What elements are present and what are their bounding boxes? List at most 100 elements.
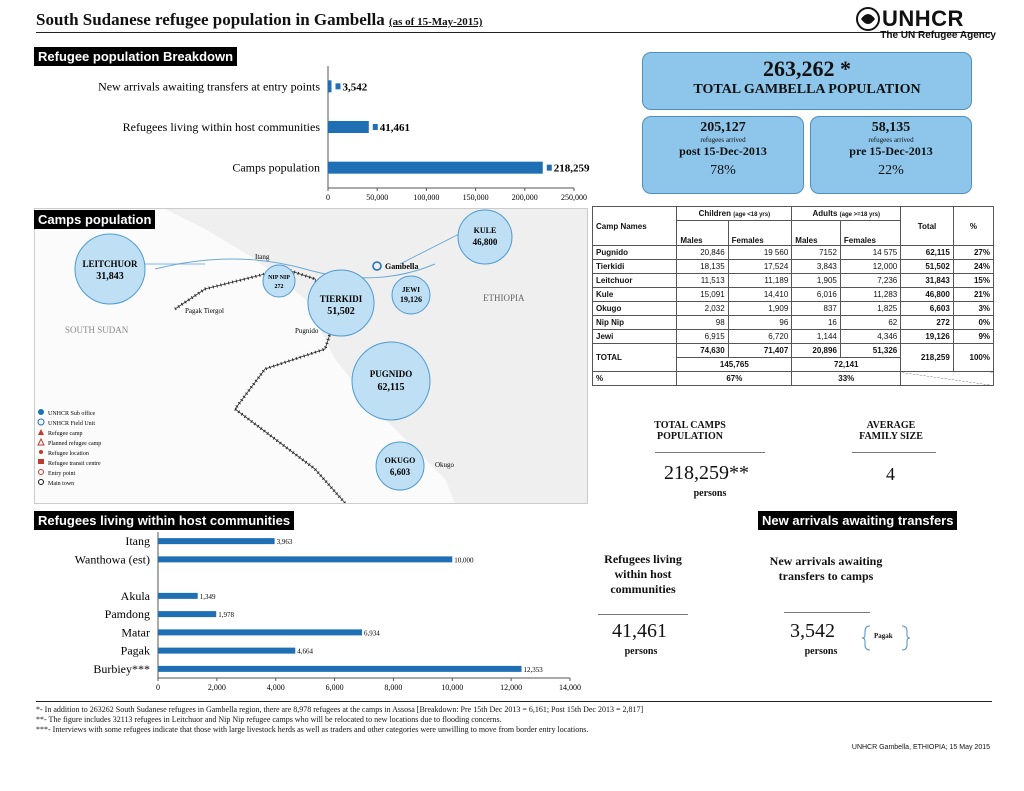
x-tick-label: 2,000 <box>208 683 226 692</box>
camp-value-cell: 17,524 <box>727 259 793 274</box>
bubble-tierkidi-name: TIERKIDI <box>320 294 363 304</box>
post-small: refugees arrived <box>700 136 746 144</box>
total-child-female: 71,407 <box>727 343 793 358</box>
camp-value-cell: 51,502 <box>900 259 954 274</box>
camps-map: ETHIOPIA SOUTH SUDAN Gambella Pagak Tier… <box>34 208 588 504</box>
camps-total-rule <box>655 452 765 453</box>
camp-name-cell: Okugo <box>591 301 678 316</box>
camps-total-value: 218,259** <box>664 462 749 484</box>
camp-value-cell: 31,843 <box>900 273 954 288</box>
footnote-3: ***- Interviews with some refugees indic… <box>36 725 589 734</box>
table-row: Jewi 6,915 6,720 1,144 4,346 19,126 9% <box>591 329 995 344</box>
category-label: Pamdong <box>105 607 150 621</box>
x-tick-label: 6,000 <box>326 683 344 692</box>
credit-line: UNHCR Gambella, ETHIOPIA; 15 May 2015 <box>851 744 990 751</box>
unhcr-logo: UNHCR The UN Refugee Agency <box>852 6 1002 42</box>
camp-name-cell: Leitchuor <box>591 273 678 288</box>
camp-value-cell: 9% <box>952 329 995 344</box>
legend-item: Planned refugee camp <box>48 440 101 447</box>
camp-value-cell: 3,843 <box>791 259 841 274</box>
data-label: 4,664 <box>297 648 313 656</box>
data-label: 6,934 <box>364 629 380 637</box>
legend-camp-icon <box>38 429 44 435</box>
legend-planned-camp-icon <box>37 437 45 446</box>
camp-value-cell: 6,720 <box>727 329 793 344</box>
pre-label: pre 15-Dec-2013 <box>849 144 933 158</box>
bubble-nipnip <box>262 264 296 298</box>
bar <box>328 121 369 133</box>
category-label: Pagak <box>121 644 150 658</box>
camps-total-label: TOTAL CAMPS POPULATION <box>654 420 726 442</box>
category-label: Burbiey*** <box>93 662 150 676</box>
map-label-ethiopia: ETHIOPIA <box>483 293 525 303</box>
family-size-label: AVERAGE FAMILY SIZE <box>859 420 923 442</box>
x-tick-label: 50,000 <box>366 193 388 202</box>
map-label-gambella: Gambella <box>385 262 418 271</box>
bubble-leitchuor <box>74 233 146 305</box>
x-tick-label: 14,000 <box>559 683 581 692</box>
camp-value-cell: 15% <box>952 273 995 288</box>
new-stat-label: New arrivals awaiting transfers to camps <box>769 554 883 583</box>
new-stat-unit: persons <box>804 646 838 657</box>
map-label-itang: Itang <box>255 253 270 261</box>
camp-value-cell: 7152 <box>791 245 841 260</box>
bar <box>158 538 275 545</box>
camp-value-cell: 3% <box>952 301 995 316</box>
map-canvas: ETHIOPIA SOUTH SUDAN Gambella Pagak Tier… <box>35 209 587 503</box>
table-row: Tierkidi 18,135 17,524 3,843 12,000 51,502 24% <box>591 259 995 274</box>
children-pct: 67% <box>676 371 793 386</box>
total-pct: 100% <box>952 343 995 372</box>
title-rule <box>36 32 992 33</box>
category-label: New arrivals awaiting transfers at entry… <box>98 79 320 93</box>
bubble-pugnido-name: PUGNIDO <box>370 369 413 379</box>
table-row: Okugo 2,032 1,909 837 1,825 6,603 3% <box>591 301 995 316</box>
camp-name-cell: Jewi <box>591 329 678 344</box>
legend-entry-point-icon <box>38 469 44 475</box>
data-label: 3,542 <box>342 81 367 93</box>
footnote-2: **- The figure includes 32113 refugees i… <box>36 715 502 724</box>
camp-value-cell: 96 <box>727 315 793 330</box>
camps-total-unit: persons <box>693 488 727 499</box>
legend-item: Main town <box>48 481 74 487</box>
th-children: Children (age <18 yrs) <box>676 206 793 221</box>
bubble-okugo <box>375 441 425 491</box>
bubble-kule <box>457 209 513 265</box>
map-legend: UNHCR Sub office UNHCR Field Unit Refuge… <box>37 409 101 487</box>
camp-value-cell: 6,915 <box>676 329 729 344</box>
adults-pct: 33% <box>791 371 902 386</box>
map-label-south-sudan: SOUTH SUDAN <box>65 325 129 335</box>
pagak-label: Pagak <box>874 632 893 640</box>
category-label: Matar <box>121 625 150 639</box>
data-label: 1,978 <box>218 611 234 619</box>
total-sum: 218,259 <box>900 343 954 372</box>
bubble-tierkidi-value: 51,502 <box>327 306 355 317</box>
footnote-1: *- In addition to 263262 South Sudanese … <box>36 705 644 714</box>
legend-item: Refugee camp <box>48 430 82 437</box>
x-tick-label: 4,000 <box>267 683 285 692</box>
river-baro <box>154 258 436 279</box>
breakdown-chart: 0 50,000 100,000 150,000 200,000 250,000 New a… <box>98 66 590 202</box>
camp-value-cell: 0% <box>952 315 995 330</box>
th-children-text: Children <box>698 209 732 218</box>
legend-item: Entry point <box>48 471 75 477</box>
camp-value-cell: 15,091 <box>676 287 729 302</box>
camp-value-cell: 18,135 <box>676 259 729 274</box>
host-stat-rule <box>598 614 688 615</box>
camp-value-cell: 11,189 <box>727 273 793 288</box>
th-total: Total <box>900 206 954 246</box>
th-adults-note: (age >=18 yrs) <box>839 212 880 218</box>
legend-item: UNHCR Field Unit <box>48 421 95 427</box>
logo-text: UNHCR <box>882 6 964 31</box>
x-tick-label: 200,000 <box>512 193 538 202</box>
camp-value-cell: 46,800 <box>900 287 954 302</box>
post-dec-box: 205,127 refugees arrived post 15-Dec-201… <box>642 116 804 194</box>
th-camp: Camp Names <box>591 206 678 246</box>
bubble-nipnip-value: 272 <box>275 284 284 290</box>
logo-subtitle: The UN Refugee Agency <box>880 30 996 41</box>
camp-value-cell: 98 <box>676 315 729 330</box>
legend-item: UNHCR Sub office <box>48 410 96 417</box>
data-label: 1,349 <box>200 593 216 601</box>
pre-value: 58,135 <box>871 120 911 135</box>
total-label: TOTAL GAMBELLA POPULATION <box>693 82 921 97</box>
total-population-box: 263,262 * TOTAL GAMBELLA POPULATION <box>642 52 972 110</box>
